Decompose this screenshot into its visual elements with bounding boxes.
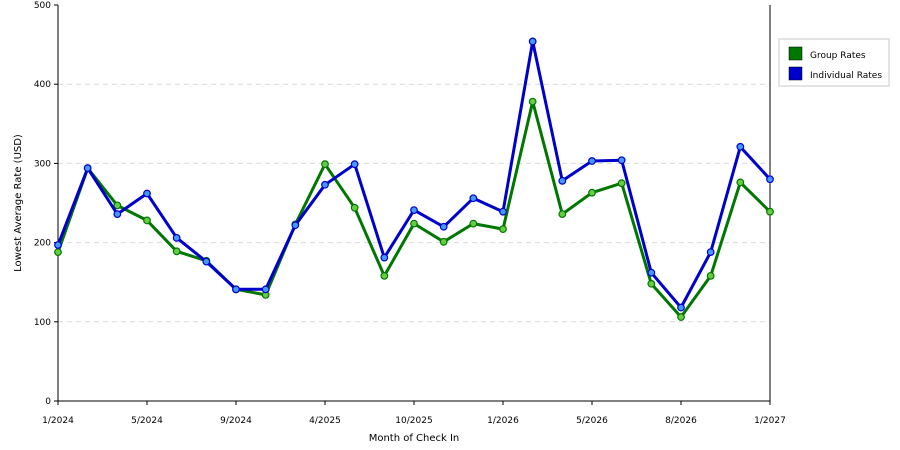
data-point-group	[528, 97, 537, 106]
legend: Group Rates Individual Rates	[778, 38, 890, 87]
data-point-group	[706, 271, 715, 280]
data-point-group	[647, 279, 656, 288]
data-point-group	[172, 247, 181, 256]
y-tick-label: 500	[34, 1, 51, 11]
data-point-group	[677, 313, 685, 321]
data-point-individual	[202, 257, 211, 266]
axes	[57, 5, 771, 402]
data-point-individual	[380, 253, 389, 262]
x-tick-label: 1/2024	[42, 416, 74, 426]
x-tick-label: 5/2026	[576, 416, 608, 426]
data-point-individual	[113, 210, 122, 218]
legend-label-group: Group Rates	[810, 51, 866, 61]
data-point-individual	[172, 233, 181, 242]
x-axis-title: Month of Check In	[369, 433, 460, 444]
data-point-individual	[410, 206, 418, 215]
data-point-individual	[83, 164, 92, 173]
y-axis-title: Lowest Average Rate (USD)	[13, 134, 24, 272]
x-tick-label: 9/2024	[220, 416, 252, 426]
data-point-individual	[706, 248, 715, 257]
data-point-individual	[143, 189, 151, 198]
data-point-individual	[321, 180, 329, 189]
data-point-group	[113, 201, 122, 210]
data-point-individual	[54, 241, 62, 249]
data-point-individual	[439, 222, 448, 231]
data-point-group	[766, 207, 774, 216]
x-tick-label: 1/2026	[487, 416, 519, 426]
data-point-individual	[766, 175, 774, 184]
data-point-group	[321, 160, 329, 169]
series	[54, 37, 774, 321]
x-tick-label: 10/2025	[395, 416, 432, 426]
data-point-individual	[617, 156, 626, 165]
data-point-group	[499, 225, 507, 234]
data-point-group	[410, 219, 418, 228]
data-point-individual	[588, 157, 596, 165]
data-point-group	[588, 188, 596, 197]
data-point-individual	[647, 268, 656, 277]
data-point-individual	[499, 207, 507, 216]
x-tick-label: 5/2024	[131, 416, 163, 426]
x-tick-labels: 1/2024 5/2024 9/2024 4/2025 10/2025 1/2026 5/2…	[42, 401, 786, 426]
data-point-individual	[736, 142, 745, 151]
y-tick-label: 0	[45, 397, 51, 407]
data-point-group	[439, 237, 448, 246]
series-individual	[54, 37, 774, 312]
data-point-group	[54, 248, 62, 257]
data-point-group	[350, 203, 359, 212]
data-point-individual	[350, 160, 359, 169]
y-tick-label: 300	[34, 159, 51, 169]
y-tick-label: 100	[34, 318, 51, 328]
legend-label-individual: Individual Rates	[810, 71, 882, 81]
y-tick-label: 400	[34, 80, 51, 90]
data-point-individual	[469, 194, 478, 203]
data-point-group	[736, 178, 745, 187]
x-tick-label: 4/2025	[309, 416, 341, 426]
data-point-group	[380, 271, 389, 280]
x-tick-label: 8/2026	[665, 416, 697, 426]
data-point-group	[558, 210, 567, 218]
data-point-group	[617, 179, 626, 188]
data-point-individual	[261, 285, 270, 294]
x-tick-label: 1/2027	[754, 416, 786, 426]
data-point-individual	[291, 221, 300, 230]
y-tick-label: 200	[34, 239, 51, 249]
data-point-individual	[558, 176, 567, 185]
legend-swatch-group	[788, 46, 803, 61]
data-point-individual	[528, 37, 537, 46]
data-point-individual	[677, 303, 685, 312]
data-point-individual	[232, 285, 240, 294]
legend-swatch-individual	[788, 66, 803, 81]
grid-lines	[58, 83, 770, 323]
data-point-group	[143, 216, 151, 225]
y-tick-labels: 0 100 200 300 400 500	[34, 1, 58, 407]
series-line-individual	[56, 39, 772, 309]
data-point-group	[469, 219, 478, 228]
